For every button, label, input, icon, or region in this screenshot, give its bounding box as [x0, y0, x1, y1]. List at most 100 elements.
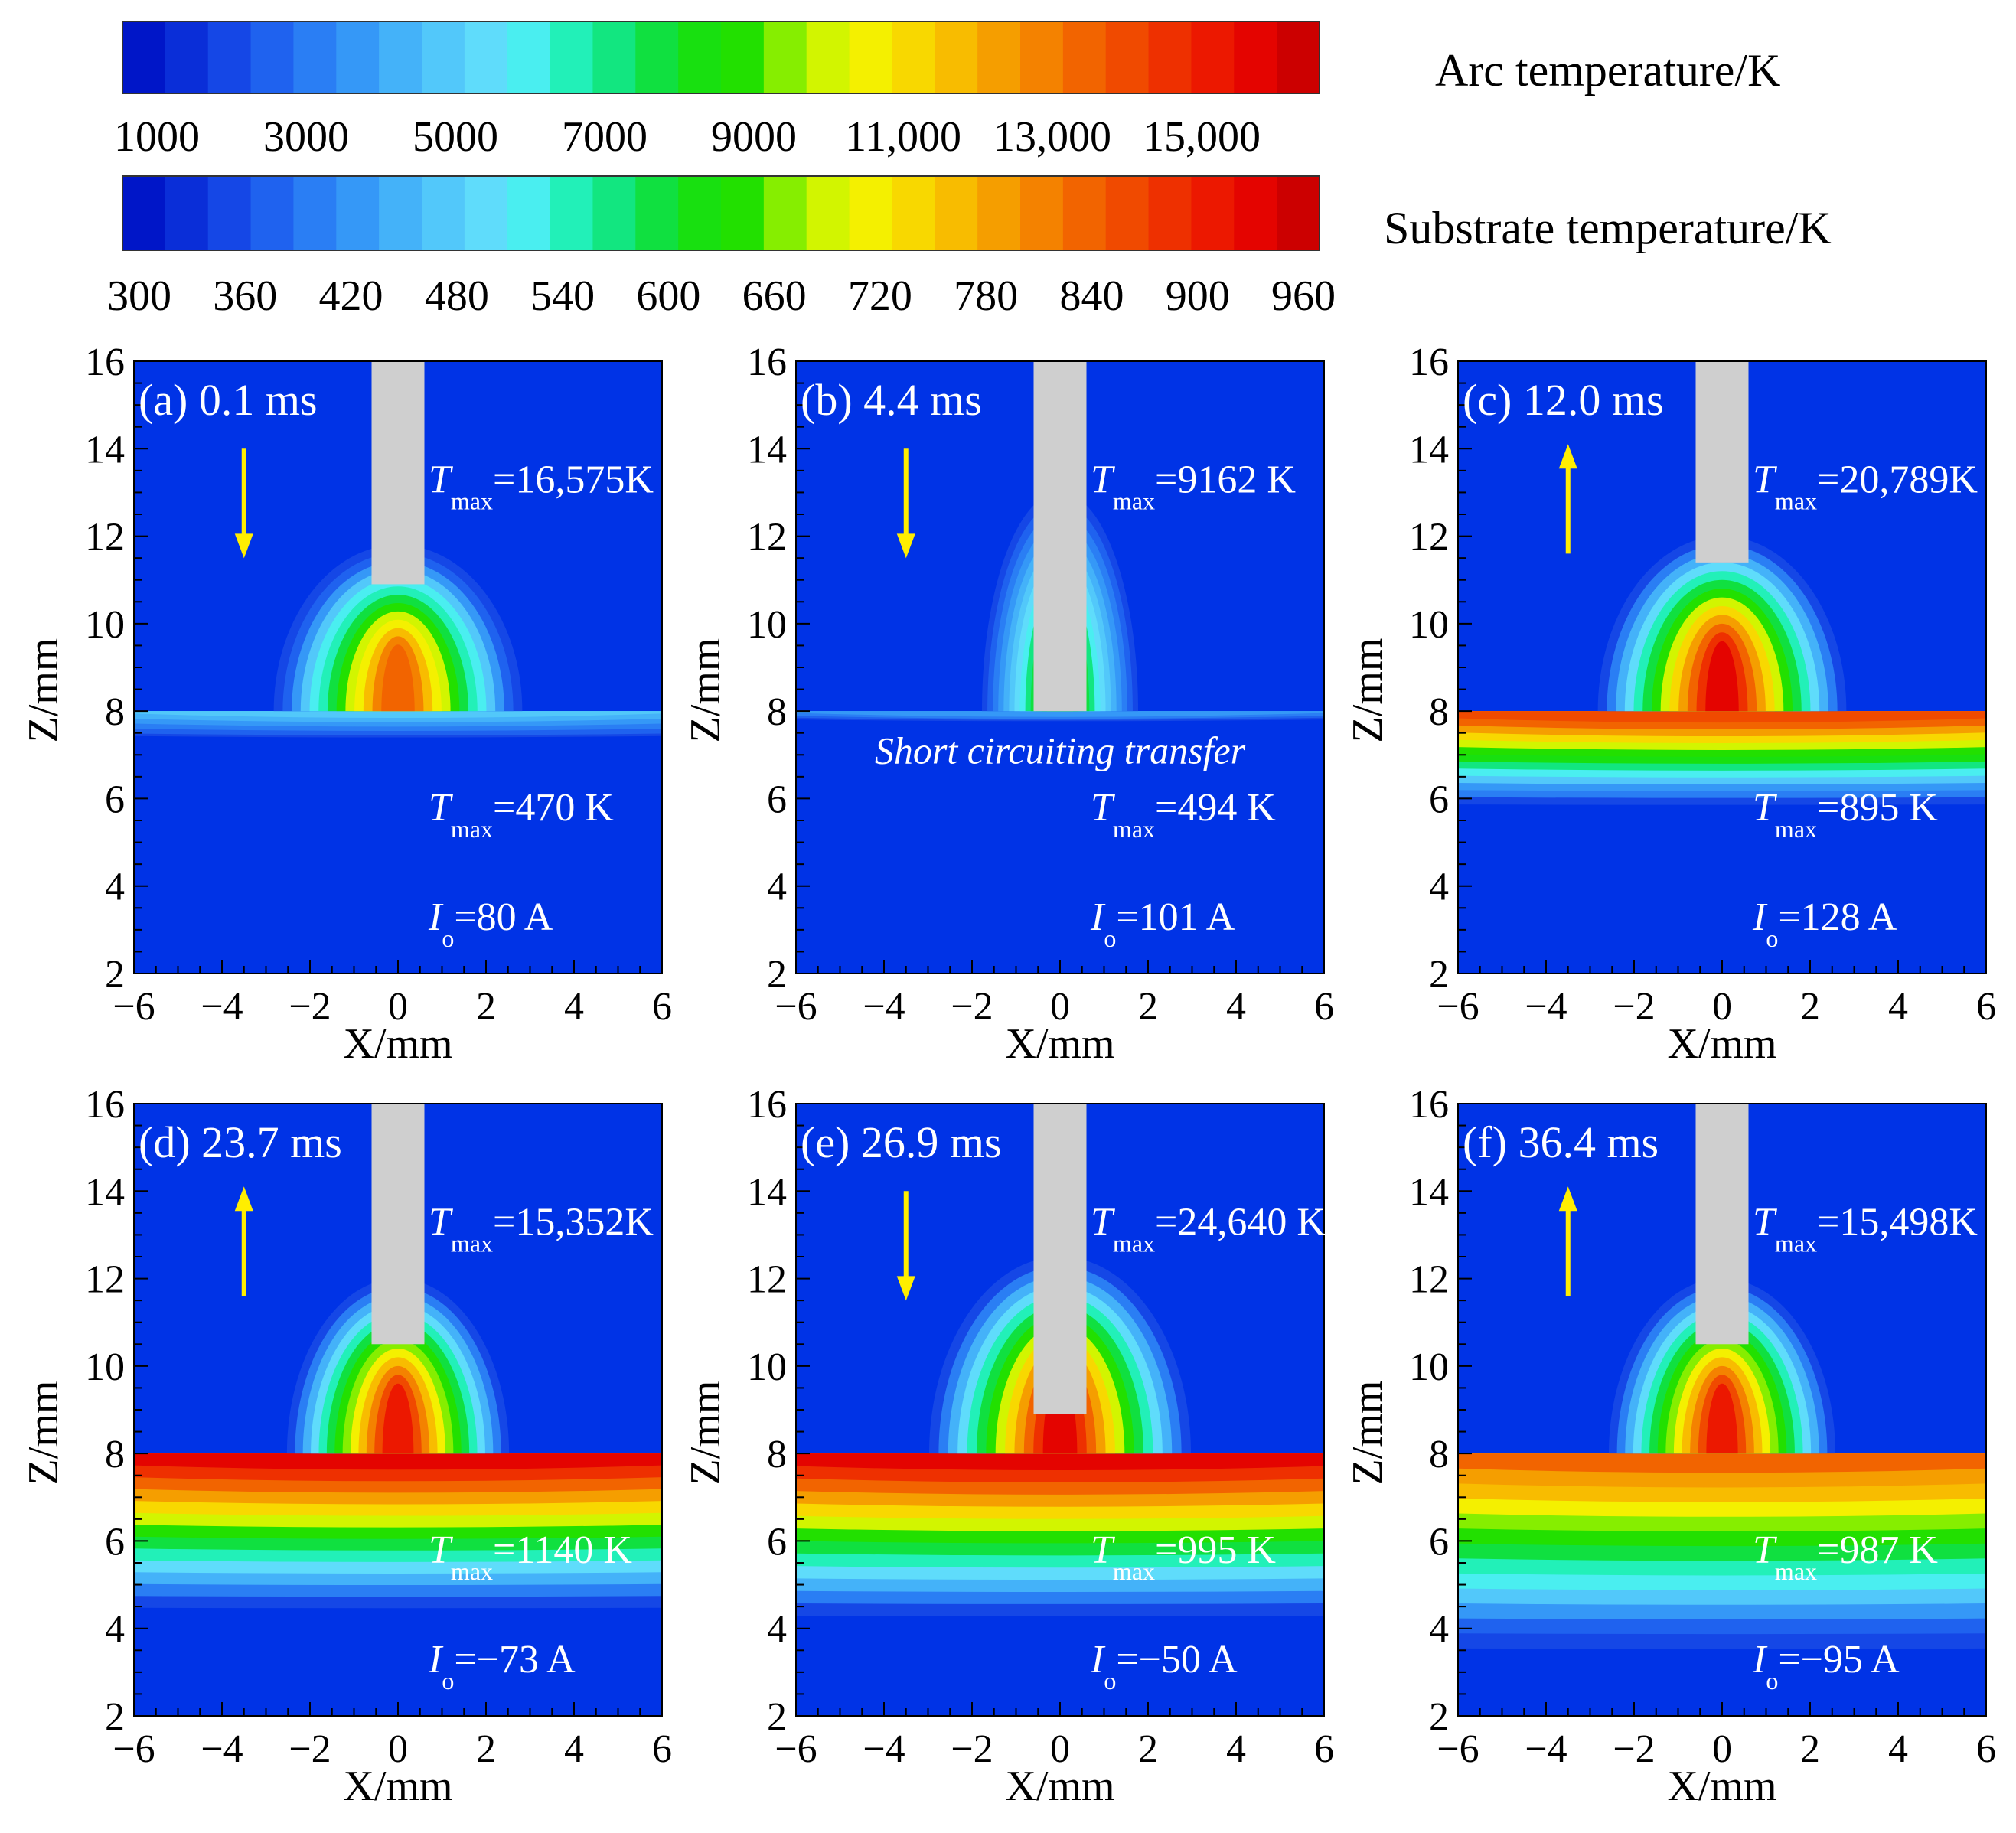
colorbar-swatch: [422, 21, 465, 93]
colorbar-swatch: [1148, 21, 1192, 93]
x-tick-label: 4: [1888, 1727, 1908, 1771]
x-tick-label: 0: [388, 985, 408, 1029]
substrate-tmax-annotation: Tmax=895 K: [1753, 786, 1938, 843]
y-tick-label: 8: [1429, 1433, 1449, 1476]
colorbar-swatch: [1277, 176, 1320, 250]
x-tick-label: −4: [201, 1727, 243, 1771]
colorbar-frame: [122, 175, 1320, 251]
colorbar-tick-label: 900: [1166, 272, 1230, 320]
substrate-colorbar-title: Substrate temperature/K: [1384, 203, 1832, 253]
colorbar-swatch: [550, 21, 594, 93]
colorbar-swatch: [207, 21, 252, 93]
y-tick-label: 4: [767, 866, 787, 909]
colorbar-swatch: [1148, 176, 1192, 250]
temperature-field: [1458, 1104, 1986, 1716]
colorbar-swatch: [806, 21, 850, 93]
arc-tmax-annotation: Tmax=16,575K: [429, 458, 654, 514]
electrode: [371, 361, 425, 585]
colorbar-tick-label: 600: [636, 272, 700, 320]
x-axis-label: X/mm: [343, 1763, 452, 1810]
x-tick-label: 4: [1888, 985, 1908, 1029]
x-axis-label: X/mm: [1005, 1763, 1114, 1810]
colorbar-tick-label: 360: [213, 272, 277, 320]
y-tick-label: 12: [747, 1258, 787, 1302]
electrode: [1695, 361, 1749, 563]
colorbar-tick-label: 960: [1271, 272, 1336, 320]
x-tick-label: −2: [289, 1727, 331, 1771]
arc-colorbar: 1000 3000 5000 7000 9000 11,000 13,000 15,000: [114, 21, 1320, 161]
y-axis-label: Z/mm: [682, 638, 729, 743]
y-tick-label: 4: [105, 1608, 125, 1652]
colorbar-tick-label: 7000: [562, 113, 648, 161]
y-tick-label: 2: [1429, 1695, 1449, 1739]
electrode: [371, 1104, 425, 1345]
substrate-colorbar: 300 360 420 480 540 600 660 720 780 840 900 960: [107, 175, 1336, 320]
x-tick-label: −6: [775, 1727, 817, 1771]
colorbar-swatch: [678, 21, 722, 93]
panel-label: (d) 23.7 ms: [139, 1117, 342, 1167]
y-tick-label: 12: [85, 1258, 125, 1302]
y-tick-label: 14: [1409, 428, 1449, 471]
y-axis-label: Z/mm: [682, 1381, 729, 1486]
y-tick-label: 2: [105, 953, 125, 996]
y-tick-label: 12: [1409, 1258, 1449, 1302]
x-tick-label: 0: [1050, 985, 1070, 1029]
colorbar-swatch: [293, 176, 337, 250]
colorbar-swatch: [165, 176, 209, 250]
colorbar-swatch: [379, 21, 422, 93]
y-tick-label: 10: [85, 1345, 125, 1389]
x-axis-label: X/mm: [1667, 1763, 1776, 1810]
colorbar-tick-label: 480: [425, 272, 489, 320]
y-tick-label: 4: [105, 866, 125, 909]
colorbar-tick-label: 720: [848, 272, 912, 320]
y-tick-label: 16: [747, 341, 787, 384]
x-tick-label: 4: [564, 1727, 584, 1771]
y-tick-label: 10: [1409, 1345, 1449, 1389]
y-tick-label: 2: [767, 953, 787, 996]
y-tick-label: 8: [105, 1433, 125, 1476]
colorbar-swatch: [1191, 176, 1235, 250]
colorbar-swatch: [678, 176, 722, 250]
y-tick-label: 16: [85, 341, 125, 384]
panel-d: −6 −4 −2 0 2 4 6 X/mm 2 4 6 8 10 12 14 16 Z/mm (d) 23.7 m…: [20, 1083, 672, 1810]
arrow-up-icon: [234, 1186, 253, 1296]
current-annotation: Io=−95 A: [1752, 1638, 1900, 1694]
x-tick-label: −2: [289, 985, 331, 1029]
colorbar-swatch: [635, 21, 679, 93]
arrow-down-icon: [896, 448, 915, 559]
colorbar-swatch: [592, 21, 636, 93]
arc-tmax-annotation: Tmax=15,498K: [1753, 1200, 1978, 1257]
x-tick-label: 6: [1976, 1727, 1996, 1771]
x-tick-label: 2: [1800, 985, 1820, 1029]
y-tick-label: 10: [85, 603, 125, 647]
x-tick-label: −2: [1613, 1727, 1655, 1771]
colorbar-swatch: [507, 21, 551, 93]
y-tick-label: 8: [767, 1433, 787, 1476]
colorbar-swatch: [892, 176, 935, 250]
y-tick-label: 6: [1429, 778, 1449, 821]
colorbar-swatch: [635, 176, 679, 250]
substrate-tmax-annotation: Tmax=987 K: [1753, 1528, 1938, 1585]
colorbar-swatch: [1020, 21, 1064, 93]
contour-panels: −6 −4 −2 0 2 4 6 X/mm 2 4 6 8 10 12 14 16 Z/mm (a) 0.1 ms…: [20, 341, 1996, 1810]
y-tick-label: 2: [767, 1695, 787, 1739]
panel-a: −6 −4 −2 0 2 4 6 X/mm 2 4 6 8 10 12 14 16 Z/mm (a) 0.1 ms…: [20, 341, 672, 1068]
colorbar-swatch: [1062, 176, 1107, 250]
colorbar-tick-label: 840: [1059, 272, 1124, 320]
substrate-isotherm: [1458, 1453, 1986, 1473]
panel-label: (a) 0.1 ms: [139, 375, 318, 425]
y-tick-label: 8: [105, 690, 125, 734]
x-tick-label: −4: [863, 1727, 905, 1771]
panel-label: (c) 12.0 ms: [1463, 375, 1664, 425]
x-tick-label: 2: [1800, 1727, 1820, 1771]
arrow-up-icon: [1558, 444, 1577, 554]
y-tick-label: 2: [105, 1695, 125, 1739]
x-tick-label: 2: [1138, 1727, 1158, 1771]
arc-isotherm: [1705, 641, 1739, 712]
y-tick-label: 12: [747, 516, 787, 559]
colorbar-swatch: [1191, 21, 1235, 93]
colorbar-swatch: [935, 176, 978, 250]
colorbar-swatch: [1277, 21, 1320, 93]
arc-tmax-annotation: Tmax=15,352K: [429, 1200, 654, 1257]
y-tick-label: 6: [105, 778, 125, 821]
